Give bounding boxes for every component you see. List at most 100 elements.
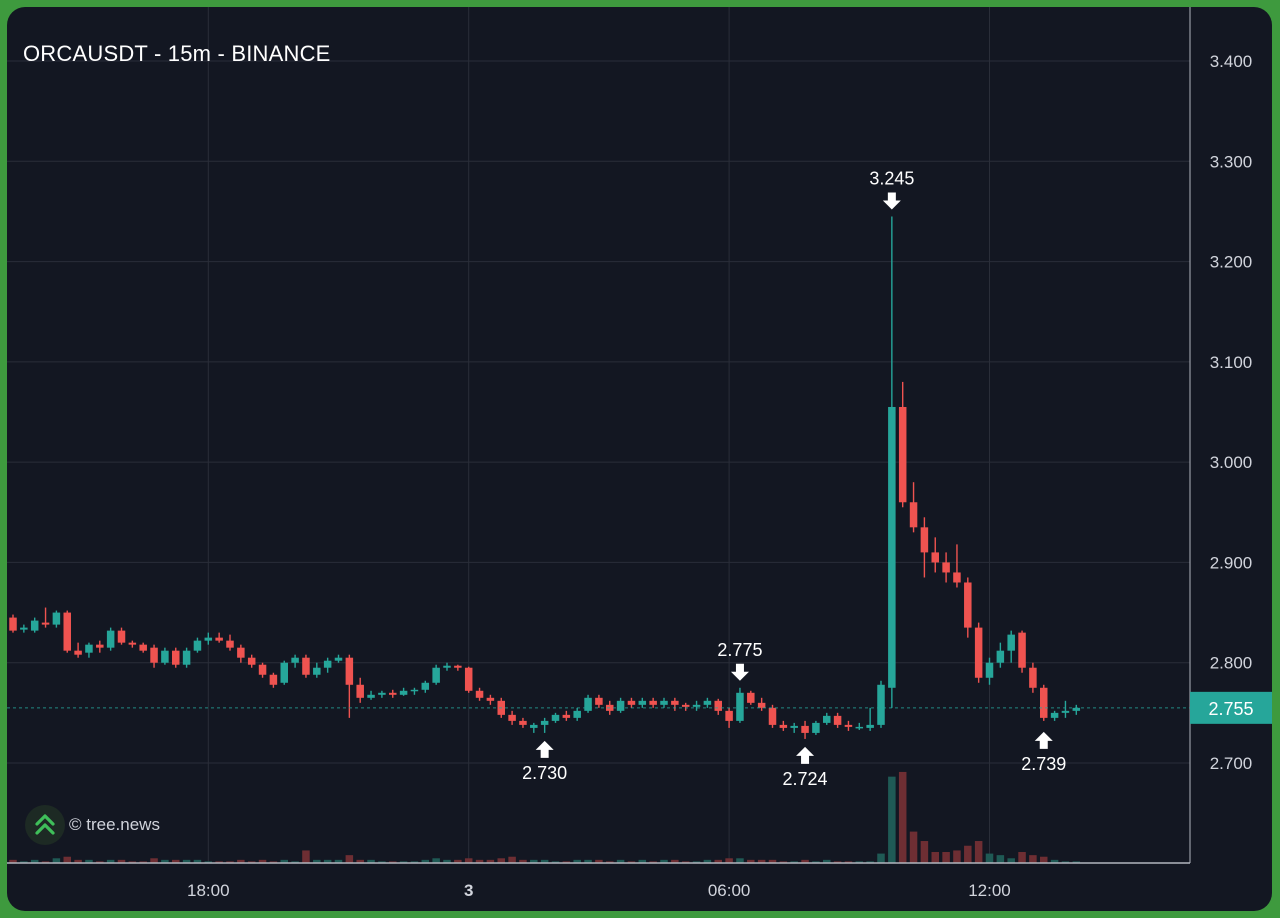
volume-bar (204, 861, 213, 863)
candle-body (172, 650, 180, 665)
candle-body (909, 502, 918, 528)
candle-body (63, 612, 71, 651)
volume-bar (421, 859, 430, 863)
volume-bar (757, 859, 766, 863)
candle-body (323, 660, 332, 668)
volume-bar (399, 861, 408, 863)
candle-body (454, 665, 462, 668)
volume-bar (389, 861, 397, 863)
candle-body (551, 714, 560, 721)
candle-body (9, 617, 17, 631)
y-tick-label: 3.000 (1210, 453, 1253, 472)
volume-bar (692, 861, 701, 863)
volume-bar (1061, 861, 1070, 863)
last-price-badge (1190, 691, 1272, 724)
candle-body (334, 657, 343, 661)
candle-body (920, 527, 929, 553)
y-tick-label: 3.200 (1210, 253, 1253, 272)
volume-bar (616, 859, 625, 863)
x-tick-label: 06:00 (708, 881, 751, 900)
candle-body (74, 650, 82, 655)
candle-body (204, 637, 213, 641)
volume-bar (725, 858, 733, 863)
arrow-up-icon (796, 746, 815, 764)
volume-bar (280, 859, 288, 863)
y-tick-label: 2.700 (1210, 754, 1253, 773)
candle-body (877, 684, 885, 725)
volume-bar (20, 861, 28, 863)
x-tick-label: 18:00 (187, 881, 230, 900)
volume-bar (530, 859, 538, 863)
volume-bar (106, 859, 115, 863)
chart-axes: 3.400 3.300 3.200 3.100 3.000 2.900 2.800 2.700… (7, 7, 1272, 900)
candle-body (562, 714, 571, 718)
volume-bar (1029, 855, 1037, 863)
candle-body (302, 657, 310, 675)
candle-body (888, 406, 896, 688)
volume-bar (1072, 861, 1081, 863)
volume-bar (768, 859, 777, 863)
candle-body (486, 697, 495, 701)
volume-bars (9, 771, 1081, 863)
x-tick-label: 3 (464, 881, 473, 900)
volume-bar (595, 859, 603, 863)
candle-body (150, 647, 158, 663)
volume-bar (562, 861, 571, 863)
candle-body (931, 552, 939, 563)
volume-bar (898, 771, 907, 863)
candle-body (1061, 710, 1070, 713)
volume-bar (1018, 852, 1026, 863)
volume-bar (812, 861, 820, 863)
volume-bar (258, 859, 267, 863)
candle-body (117, 630, 126, 643)
candle-body (247, 657, 256, 665)
price-chart[interactable]: 3.245 2.775 2.730 2.724 2.739 3.400 3.300 3.20… (7, 7, 1272, 911)
candle-body (389, 692, 397, 695)
volume-bar (584, 859, 592, 863)
volume-bar (367, 859, 375, 863)
volume-bar (974, 841, 983, 863)
volume-bar (150, 858, 158, 863)
volume-bar (649, 861, 657, 863)
candle-body (844, 724, 853, 727)
volume-bar (942, 852, 950, 863)
volume-bar (909, 831, 918, 863)
candle-body (443, 665, 451, 668)
watermark: © tree.news (25, 804, 160, 846)
arrow-down-icon (882, 192, 901, 210)
price-annotation-label: 2.724 (783, 769, 828, 789)
volume-bar (443, 859, 451, 863)
volume-bar (226, 861, 234, 863)
candle-body (356, 684, 364, 698)
candle-body (280, 662, 288, 683)
candle-body (725, 710, 733, 721)
candle-body (378, 692, 386, 695)
volume-bar (193, 859, 202, 863)
volume-bar (410, 861, 419, 863)
arrow-up-icon (1034, 731, 1053, 749)
candle-body (736, 692, 744, 721)
volume-bar (779, 861, 788, 863)
candle-body (161, 650, 169, 663)
candle-body (410, 689, 419, 692)
last-price-label: 2.755 (1208, 699, 1253, 719)
candle-body (1007, 634, 1015, 651)
volume-bar (508, 856, 516, 863)
volume-bar (606, 861, 614, 863)
volume-bar (877, 853, 885, 863)
watermark-text: © tree.news (69, 815, 160, 834)
volume-bar (638, 859, 647, 863)
candle-body (584, 697, 592, 711)
volume-bar (52, 858, 61, 863)
candle-body (182, 650, 191, 665)
y-tick-label: 3.100 (1210, 353, 1253, 372)
candle-body (464, 667, 473, 691)
candle-body (638, 700, 647, 705)
volume-bar (920, 841, 929, 863)
candle-body (41, 622, 50, 625)
volume-bar (139, 861, 147, 863)
candle-body (660, 700, 668, 705)
candle-body (833, 715, 842, 725)
volume-bar (996, 855, 1005, 863)
volume-bar (345, 855, 354, 863)
